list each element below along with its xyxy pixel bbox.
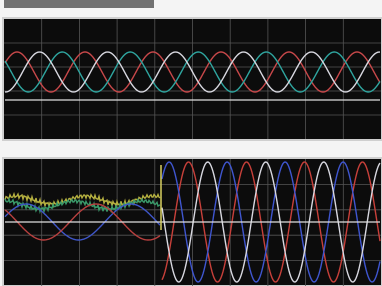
page: (() => { const data = JSON.parse(documen… — [0, 0, 382, 286]
oscilloscope-screenshot — [0, 0, 382, 286]
header-blur — [4, 0, 154, 8]
